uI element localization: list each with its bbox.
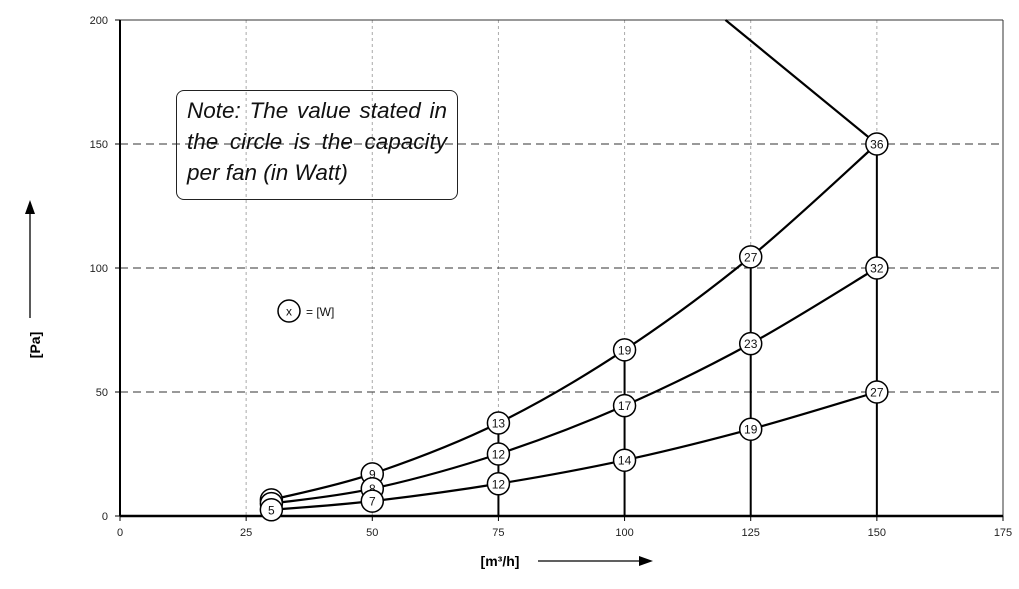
y-tick-label: 200 xyxy=(90,15,108,27)
x-tick-label: 50 xyxy=(366,527,378,539)
legend-symbol-text: x xyxy=(286,305,292,319)
data-label: 9 xyxy=(369,467,376,481)
data-label: 23 xyxy=(744,337,758,351)
data-point xyxy=(486,442,511,466)
data-label: 19 xyxy=(744,423,758,437)
data-label: 27 xyxy=(870,386,884,400)
data-point xyxy=(486,472,511,496)
x-tick-label: 125 xyxy=(742,527,760,539)
data-point xyxy=(865,380,889,404)
x-axis-arrow-head xyxy=(639,556,653,566)
data-point xyxy=(612,448,637,472)
y-tick-label: 50 xyxy=(96,387,108,399)
data-label: 12 xyxy=(492,448,506,462)
data-point xyxy=(486,411,511,435)
data-point xyxy=(612,393,637,418)
data-label: 17 xyxy=(618,399,632,413)
data-label: 13 xyxy=(492,417,506,431)
legend-symbol xyxy=(277,299,301,323)
data-label: 19 xyxy=(618,343,632,357)
data-point xyxy=(738,417,763,441)
data-label: 5 xyxy=(268,503,275,517)
data-label: 8 xyxy=(369,482,376,496)
x-axis-label: [m³/h] xyxy=(481,553,520,569)
data-label: 12 xyxy=(492,477,506,491)
data-point xyxy=(259,498,284,522)
data-point xyxy=(360,489,385,513)
data-label: 27 xyxy=(744,250,758,264)
data-point xyxy=(612,338,637,362)
y-tick-label: 0 xyxy=(102,511,108,523)
x-tick-label: 25 xyxy=(240,527,252,539)
legend-text: = [W] xyxy=(306,305,334,319)
data-label: 7 xyxy=(369,495,376,509)
data-point xyxy=(865,132,889,156)
note-box: Note: The value stated in the circle is … xyxy=(176,90,458,200)
data-point xyxy=(738,245,763,269)
x-tick-label: 75 xyxy=(492,527,504,539)
upper-curve-line xyxy=(724,19,878,145)
x-tick-label: 100 xyxy=(615,527,633,539)
data-label: 36 xyxy=(870,138,884,152)
data-point xyxy=(738,331,763,356)
data-label: 32 xyxy=(870,262,884,276)
y-axis-label: [Pa] xyxy=(27,332,43,358)
data-label: 14 xyxy=(618,454,632,468)
x-tick-label: 150 xyxy=(868,527,886,539)
data-point xyxy=(865,256,889,280)
y-tick-label: 100 xyxy=(90,263,108,275)
y-axis-arrow-head xyxy=(25,200,35,214)
y-tick-label: 150 xyxy=(90,139,108,151)
x-tick-label: 0 xyxy=(117,527,123,539)
x-tick-label: 175 xyxy=(994,527,1012,539)
